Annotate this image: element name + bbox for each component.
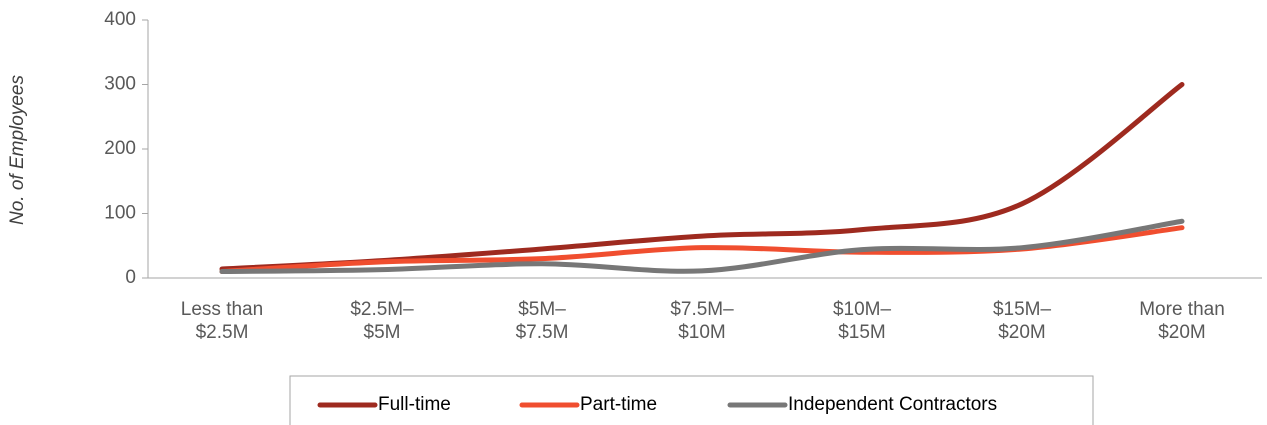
x-tick-label: $5M– $7.5M: [515, 299, 569, 343]
y-tick-label: 0: [125, 267, 136, 288]
legend-label: Independent Contractors: [788, 394, 997, 415]
y-axis-label: No. of Employees: [7, 75, 28, 225]
legend-box: [289, 375, 1094, 425]
x-tick-label: Less than $2.5M: [180, 299, 264, 343]
y-tick-label: 400: [104, 9, 136, 30]
x-tick-label: More than $20M: [1139, 299, 1225, 343]
y-tick-label: 100: [104, 203, 136, 224]
x-tick-label: $10M– $15M: [832, 299, 892, 343]
x-tick-label: $2.5M– $5M: [350, 299, 414, 343]
x-tick-label: $15M– $20M: [992, 299, 1052, 343]
line: [219, 82, 1185, 272]
y-tick-label: 300: [104, 74, 136, 95]
line: [219, 218, 1185, 275]
legend-label: Full-time: [378, 394, 451, 415]
y-tick-label: 200: [104, 138, 136, 159]
legend-label: Part-time: [580, 394, 657, 415]
x-tick-label: $7.5M– $10M: [670, 299, 734, 343]
